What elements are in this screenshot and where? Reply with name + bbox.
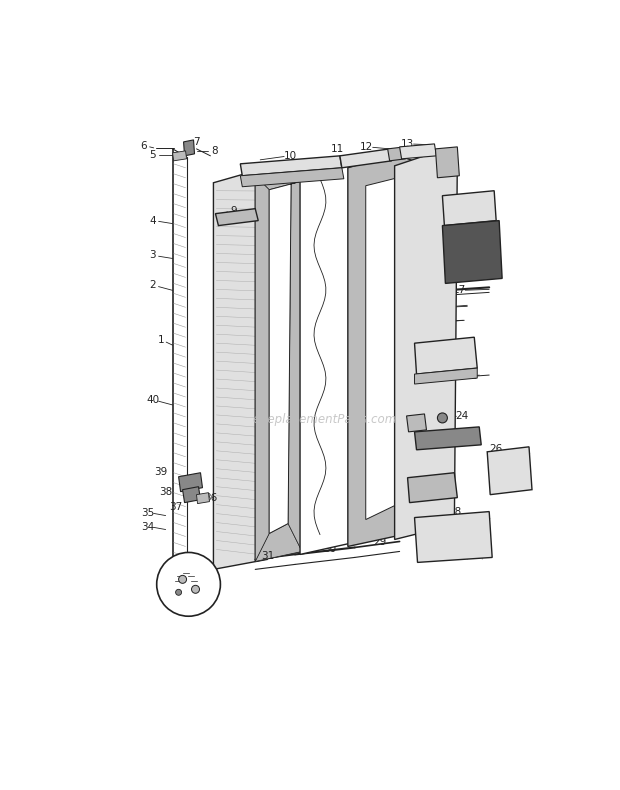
Text: 39: 39	[154, 467, 167, 476]
Polygon shape	[443, 190, 496, 226]
Circle shape	[192, 585, 200, 593]
Text: 6: 6	[141, 141, 147, 151]
Text: 8: 8	[211, 146, 218, 156]
Circle shape	[184, 480, 190, 486]
Text: 12: 12	[360, 142, 373, 152]
Polygon shape	[255, 524, 302, 562]
Polygon shape	[172, 151, 187, 161]
Text: 31: 31	[262, 551, 275, 562]
Polygon shape	[487, 447, 532, 495]
Text: 7: 7	[193, 137, 200, 147]
Text: 23: 23	[418, 427, 431, 437]
Text: 10: 10	[283, 151, 296, 161]
Text: 16: 16	[463, 240, 476, 250]
Text: 34: 34	[141, 521, 154, 532]
Polygon shape	[400, 144, 436, 159]
Text: 3: 3	[149, 250, 156, 261]
Text: 26: 26	[490, 444, 503, 453]
Text: 38: 38	[159, 487, 172, 497]
Text: 14: 14	[444, 171, 457, 181]
Text: 29: 29	[373, 537, 386, 547]
Text: 9: 9	[230, 205, 237, 216]
Polygon shape	[255, 164, 305, 562]
Polygon shape	[415, 512, 492, 562]
Polygon shape	[182, 487, 200, 502]
Text: 19: 19	[431, 316, 444, 326]
Text: 35: 35	[141, 508, 154, 517]
Text: 37: 37	[169, 502, 182, 512]
Polygon shape	[241, 167, 344, 186]
Polygon shape	[269, 180, 307, 533]
Text: 40: 40	[146, 395, 159, 405]
Text: 32: 32	[157, 589, 171, 600]
Circle shape	[179, 575, 187, 583]
Polygon shape	[348, 154, 415, 547]
Polygon shape	[340, 149, 392, 167]
Text: eReplacementParts.com: eReplacementParts.com	[253, 413, 397, 427]
Text: 13: 13	[401, 139, 414, 149]
Polygon shape	[300, 159, 356, 555]
Text: 28: 28	[449, 506, 462, 517]
Polygon shape	[241, 156, 342, 175]
Polygon shape	[179, 472, 203, 491]
Polygon shape	[388, 147, 405, 161]
Polygon shape	[288, 170, 305, 551]
Text: 33: 33	[166, 567, 179, 577]
Text: 2: 2	[149, 280, 156, 291]
Circle shape	[175, 589, 182, 596]
Polygon shape	[407, 414, 427, 432]
Text: 4: 4	[149, 216, 156, 226]
Text: 15: 15	[453, 194, 466, 204]
Polygon shape	[213, 171, 270, 570]
Text: 30: 30	[324, 544, 337, 555]
Text: 22: 22	[428, 388, 441, 398]
Text: 36: 36	[204, 493, 217, 502]
Text: 1: 1	[157, 335, 164, 345]
Circle shape	[438, 413, 448, 423]
Polygon shape	[415, 427, 481, 450]
Polygon shape	[184, 140, 195, 156]
Text: 25: 25	[458, 435, 471, 445]
Text: 5: 5	[149, 150, 156, 160]
Text: 20: 20	[461, 340, 474, 350]
Text: 17: 17	[453, 285, 466, 295]
Text: 11: 11	[331, 144, 345, 154]
Polygon shape	[415, 368, 477, 384]
Polygon shape	[394, 151, 458, 540]
Polygon shape	[215, 209, 259, 226]
Text: 21: 21	[464, 371, 478, 381]
Circle shape	[157, 552, 220, 616]
Polygon shape	[415, 337, 477, 374]
Polygon shape	[407, 472, 458, 502]
Text: 27: 27	[426, 471, 439, 481]
Text: 24: 24	[456, 411, 469, 421]
Circle shape	[185, 491, 192, 497]
Text: 18: 18	[438, 303, 451, 312]
Polygon shape	[255, 164, 307, 190]
Polygon shape	[443, 220, 502, 284]
Polygon shape	[435, 147, 459, 178]
Polygon shape	[255, 175, 269, 562]
Polygon shape	[197, 493, 210, 503]
Polygon shape	[366, 174, 414, 520]
